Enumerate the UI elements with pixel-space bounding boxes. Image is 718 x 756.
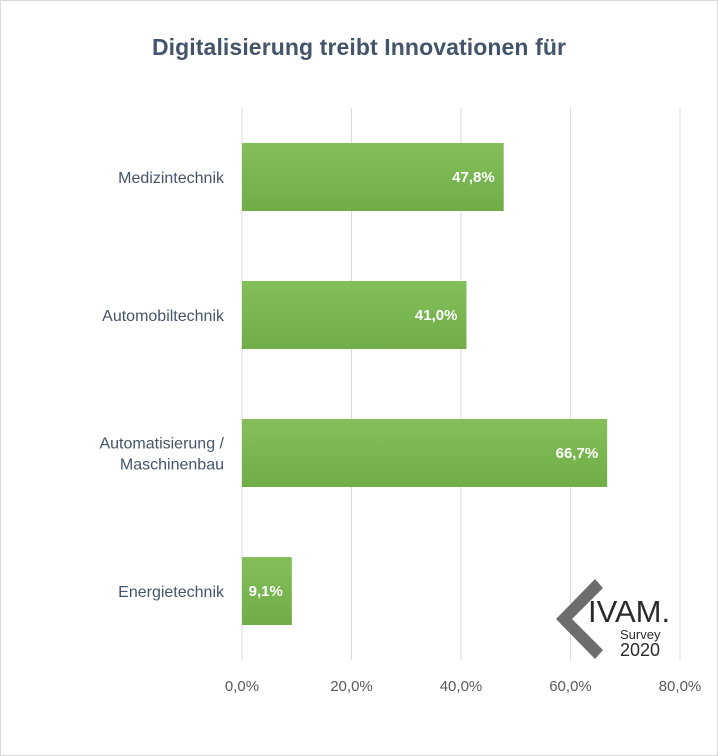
x-tick-label: 20,0% [330,678,373,695]
category-label: Medizintechnik [118,170,225,187]
x-tick-label: 60,0% [549,678,592,695]
category-label: Energietechnik [118,584,225,601]
x-tick-label: 40,0% [440,678,483,695]
x-tick-label: 80,0% [659,678,702,695]
x-tick-label: 0,0% [225,678,259,695]
bar [242,281,467,349]
data-label: 41,0% [415,307,458,324]
category-label: Automobiltechnik [102,308,225,325]
logo-text-main: IVAM. [588,594,670,629]
chart-title: Digitalisierung treibt Innovationen für [151,34,567,60]
data-label: 47,8% [452,169,495,186]
bar [242,143,504,211]
category-label: Maschinenbau [120,457,224,474]
logo-chevron-mark [556,579,603,659]
logo-year: 2020 [620,640,660,660]
labels: 0,0% 20,0% 40,0% 60,0% 80,0% 47,8% Medizintech… [99,169,701,695]
bar [242,419,608,487]
category-label: Automatisierung / [99,436,224,453]
bar [242,557,292,625]
logo-text-sub: Survey [620,627,661,642]
bars [242,143,608,625]
ivam-logo: IVAM. Survey 2020 [556,579,670,660]
data-label: 66,7% [556,445,599,462]
data-label: 9,1% [249,583,283,600]
